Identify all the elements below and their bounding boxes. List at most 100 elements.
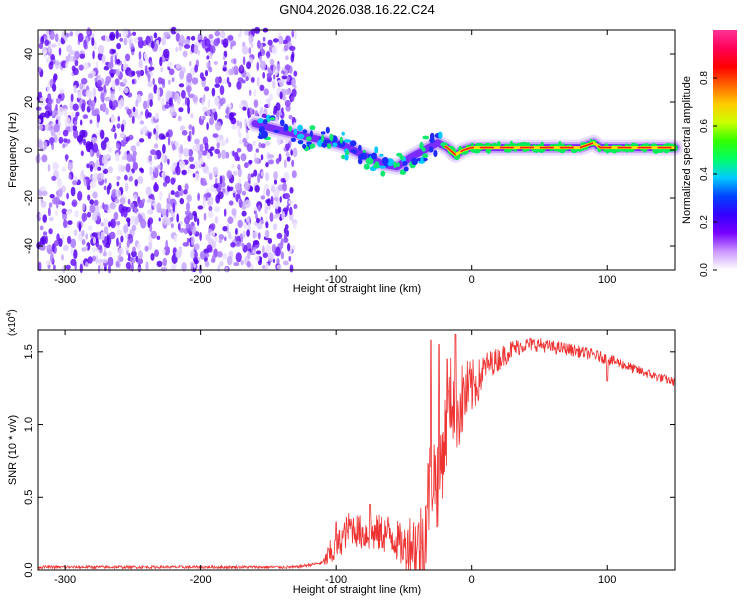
noise-speckle [288, 199, 294, 205]
noise-speckle [179, 197, 185, 205]
noise-speckle [93, 237, 96, 245]
noise-speckle [163, 48, 170, 59]
noise-speckle [123, 57, 127, 67]
colorbar-tick-label: 0.0 [699, 263, 710, 277]
noise-speckle [103, 185, 107, 191]
noise-speckle [97, 86, 104, 92]
noise-speckle [136, 242, 141, 250]
noise-speckle [63, 108, 68, 118]
noise-speckle [156, 87, 161, 98]
noise-speckle [132, 161, 138, 171]
noise-speckle [290, 95, 295, 102]
noise-speckle [283, 260, 289, 266]
noise-speckle [38, 42, 44, 50]
y-tick-label: 0.0 [23, 562, 35, 577]
colorbar-tick-label: 0.6 [699, 119, 710, 133]
x-tick-label: 100 [598, 574, 616, 586]
noise-speckle [273, 179, 278, 185]
noise-speckle [218, 234, 224, 241]
noise-speckle [50, 43, 57, 48]
noise-speckle [111, 80, 116, 91]
snr-mult-close: ) [7, 309, 18, 312]
noise-speckle [292, 221, 297, 229]
noise-speckle [108, 61, 114, 69]
noise-speckle [275, 102, 281, 111]
noise-speckle [55, 119, 59, 125]
noise-speckle [179, 227, 185, 233]
noise-speckle [47, 164, 51, 172]
noise-speckle [91, 137, 97, 143]
noise-speckle [137, 250, 143, 260]
noise-speckle [286, 156, 291, 162]
noise-speckle [114, 132, 117, 140]
noise-speckle [281, 95, 287, 101]
spectrogram-y-label: Frequency (Hz) [7, 112, 19, 188]
noise-speckle [137, 36, 143, 41]
noise-speckle [210, 257, 216, 263]
noise-speckle [285, 224, 289, 230]
noise-speckle [79, 53, 86, 59]
noise-speckle [159, 190, 163, 201]
noise-speckle [204, 260, 210, 268]
noise-speckle [275, 246, 281, 257]
noise-speckle [145, 261, 149, 271]
noise-speckle [197, 49, 201, 56]
noise-speckle [167, 158, 170, 165]
noise-speckle [239, 121, 243, 129]
ridge-blob [306, 141, 312, 145]
noise-speckle [49, 30, 55, 40]
noise-speckle [260, 143, 266, 149]
noise-speckle [116, 123, 121, 129]
ridge-blob [374, 146, 379, 154]
noise-speckle [39, 225, 44, 231]
noise-speckle [101, 165, 105, 171]
noise-speckle [126, 239, 130, 248]
noise-speckle [123, 209, 128, 218]
noise-speckle [89, 119, 93, 124]
noise-speckle [254, 185, 260, 193]
ridge-blob [326, 143, 332, 149]
noise-speckle [137, 213, 142, 220]
noise-speckle [284, 99, 291, 107]
noise-speckle [225, 137, 229, 144]
noise-speckle [129, 38, 132, 49]
noise-speckle [148, 92, 154, 102]
noise-speckle [66, 138, 71, 144]
noise-speckle [132, 150, 137, 157]
noise-speckle [46, 244, 52, 249]
noise-speckle [97, 166, 102, 171]
noise-speckle [202, 115, 206, 121]
noise-speckle [165, 132, 170, 138]
noise-speckle [227, 186, 234, 192]
noise-speckle [218, 104, 221, 110]
noise-speckle [168, 192, 171, 203]
noise-speckle [158, 217, 161, 222]
noise-speckle [192, 173, 196, 178]
y-tick-label: -40 [23, 238, 35, 254]
noise-speckle [240, 260, 244, 266]
colorbar-tick-label: 0.8 [699, 71, 710, 85]
noise-speckle [45, 97, 49, 104]
noise-speckle [85, 89, 92, 98]
noise-speckle [218, 238, 223, 244]
noise-speckle [38, 261, 42, 272]
noise-speckle [286, 75, 290, 83]
noise-speckle [182, 50, 188, 58]
noise-speckle [135, 99, 139, 107]
noise-speckle [246, 143, 253, 152]
noise-speckle [109, 31, 116, 41]
noise-speckle [212, 133, 219, 139]
noise-speckle [147, 73, 151, 83]
noise-speckle [234, 182, 241, 191]
snr-panel: -300 -200 -100 0 100 0.0 0.5 1.0 1.5 Height of … [6, 309, 676, 596]
noise-speckle [231, 208, 237, 216]
noise-speckle [103, 218, 109, 228]
noise-speckle [276, 258, 280, 265]
noise-speckle [246, 229, 251, 237]
noise-speckle [206, 152, 211, 160]
noise-speckle [222, 187, 226, 194]
noise-speckle [74, 59, 79, 67]
noise-speckle [107, 166, 114, 174]
noise-speckle [253, 89, 257, 97]
noise-speckle [92, 172, 98, 183]
